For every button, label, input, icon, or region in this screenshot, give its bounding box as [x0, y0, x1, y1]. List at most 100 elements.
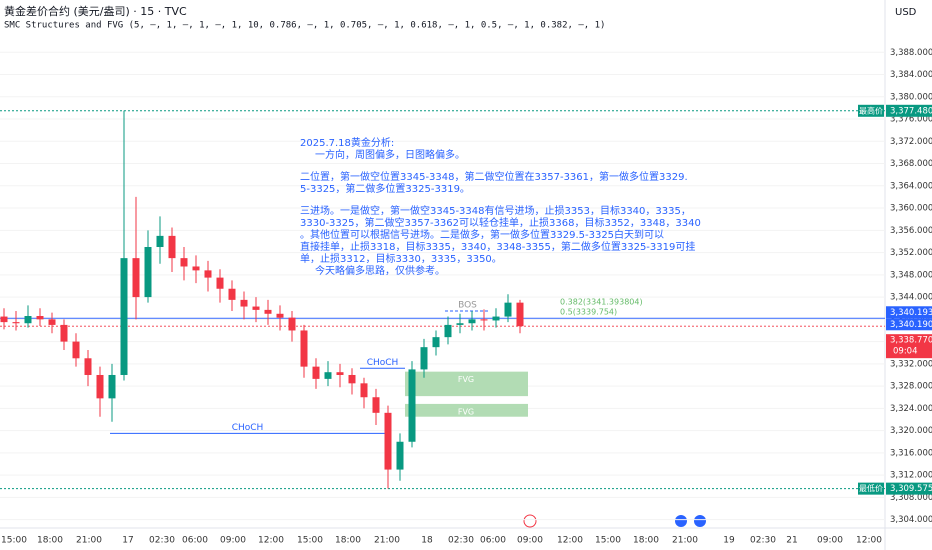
analysis-text: 单，止损3312，目标3330，3335，3350。: [300, 252, 502, 265]
candle-body: [468, 319, 476, 324]
price-tag-bg: [886, 318, 932, 331]
y-tick-label: 3,316.000: [890, 448, 932, 458]
x-tick-label: 21:00: [672, 536, 698, 546]
analysis-text: 一方向，周图偏多，日图略偏多。: [315, 148, 465, 161]
x-tick-label: 12:00: [258, 536, 284, 546]
fvg-zone: [405, 371, 528, 397]
y-tick-label: 3,304.000: [890, 515, 932, 525]
x-tick-label: 21: [786, 536, 797, 546]
x-tick-label: 15:00: [297, 536, 323, 546]
y-tick-label: 3,372.000: [890, 137, 932, 147]
x-tick-label: 02:30: [750, 536, 776, 546]
candle-body: [84, 358, 92, 375]
analysis-text: 二位置，第一做空位置3345-3348，第二做空位置在3357-3361，第一做…: [300, 170, 688, 183]
x-tick-label: 15:00: [1, 536, 27, 546]
candle-body: [288, 317, 296, 331]
candle-body: [192, 266, 200, 271]
y-tick-label: 3,364.000: [890, 181, 932, 191]
candle-body: [492, 316, 500, 321]
price-tag-bg: [886, 104, 932, 117]
candle-body: [12, 322, 20, 324]
analysis-text: 3330-3325，第二做空3357-3362可以轻仓挂单，止损3368，目标3…: [300, 216, 701, 229]
x-tick-label: 18:00: [335, 536, 361, 546]
analysis-text: 三进场。一是做空，第一做空3345-3348有信号进场，止损3353，目标334…: [300, 204, 691, 217]
price-tag: 3,309.575: [890, 484, 932, 494]
candle-body: [444, 324, 452, 338]
y-tick-label: 3,308.000: [890, 493, 932, 503]
candle-body: [144, 247, 152, 298]
candle-body: [204, 270, 212, 278]
symbol-title[interactable]: 黄金差价合约 (美元/盎司) · 15 · TVC: [4, 4, 187, 18]
indicator-title[interactable]: SMC Structures and FVG (5, —, 1, —, 1, —…: [4, 21, 605, 31]
y-tick-label: 3,324.000: [890, 404, 932, 414]
candle-body: [336, 372, 344, 375]
x-tick-label: 17: [122, 536, 133, 546]
candle-body: [36, 316, 44, 320]
candle-body: [516, 302, 524, 327]
x-tick-label: 02:30: [448, 536, 474, 546]
structure-label: BOS: [458, 300, 477, 310]
candle-body: [456, 323, 464, 325]
fvg-label: FVG: [458, 407, 474, 416]
y-tick-label: 3,328.000: [890, 382, 932, 392]
candle-body: [504, 302, 512, 317]
candle-body: [372, 397, 380, 413]
y-tick-label: 3,380.000: [890, 92, 932, 102]
candle-body: [72, 341, 80, 359]
x-tick-label: 15:00: [595, 536, 621, 546]
y-tick-label: 3,348.000: [890, 270, 932, 280]
x-tick-label: 19: [723, 536, 735, 546]
x-tick-label: 18:00: [37, 536, 63, 546]
y-tick-label: 3,360.000: [890, 204, 932, 214]
candle-body: [312, 366, 320, 379]
price-tag: 3,377.480: [890, 106, 932, 116]
x-tick-label: 21:00: [374, 536, 400, 546]
event-flag[interactable]: [694, 515, 706, 527]
candle-body: [96, 374, 104, 399]
price-axis-bg: [885, 0, 932, 528]
y-tick-label: 3,320.000: [890, 426, 932, 436]
candle-body: [300, 330, 308, 367]
x-tick-label: 09:00: [220, 536, 246, 546]
fvg-label: FVG: [458, 375, 474, 384]
currency[interactable]: USD: [895, 7, 917, 18]
candle-body: [480, 319, 488, 321]
analysis-text: 直接挂单，止损3318，目标3335，3340，3348-3355，第二做多位置…: [300, 240, 695, 253]
candle-body: [0, 316, 8, 323]
analysis-text: 今天略偏多思路，仅供参考。: [315, 264, 445, 277]
candle-body: [132, 258, 140, 298]
price-tag: 3,340.193: [890, 308, 932, 318]
analysis-text: 。其他位置可以根据信号进场。二是做多，第一做多位置3329.5-3325白天到可…: [300, 228, 664, 241]
extreme-tag-bg: [858, 104, 884, 117]
x-tick-label: 09:00: [817, 536, 843, 546]
candle-body: [408, 369, 416, 442]
candle-body: [276, 313, 284, 318]
candle-body: [60, 324, 68, 342]
fvg-zone: [405, 403, 528, 417]
structure-label: CHoCH: [232, 423, 264, 433]
candle-body: [108, 374, 116, 399]
extreme-tag: 最低价: [859, 483, 883, 493]
y-tick-label: 3,312.000: [890, 471, 932, 481]
y-tick-label: 3,352.000: [890, 248, 932, 258]
price-tag-bg: [886, 334, 932, 359]
y-tick-label: 3,388.000: [890, 48, 932, 58]
price-tag-bg: [886, 482, 932, 495]
event-flag[interactable]: [675, 515, 687, 527]
extreme-tag: 最高价: [859, 105, 883, 115]
candle-body: [360, 383, 368, 398]
candle-body: [168, 235, 176, 259]
candle-body: [240, 299, 248, 307]
candle-body: [228, 288, 236, 300]
fib-label: 0.5(3339.754): [560, 308, 617, 317]
candle-body: [324, 372, 332, 379]
candle-body: [420, 347, 428, 370]
candle-body: [432, 337, 440, 348]
candle-body: [120, 258, 128, 375]
event-icon[interactable]: [523, 514, 537, 528]
extreme-tag-bg: [858, 482, 884, 495]
x-tick-label: 06:00: [182, 536, 208, 546]
y-tick-label: 3,384.000: [890, 70, 932, 80]
candle-body: [252, 306, 260, 310]
structure-label: CHoCH: [367, 358, 399, 368]
